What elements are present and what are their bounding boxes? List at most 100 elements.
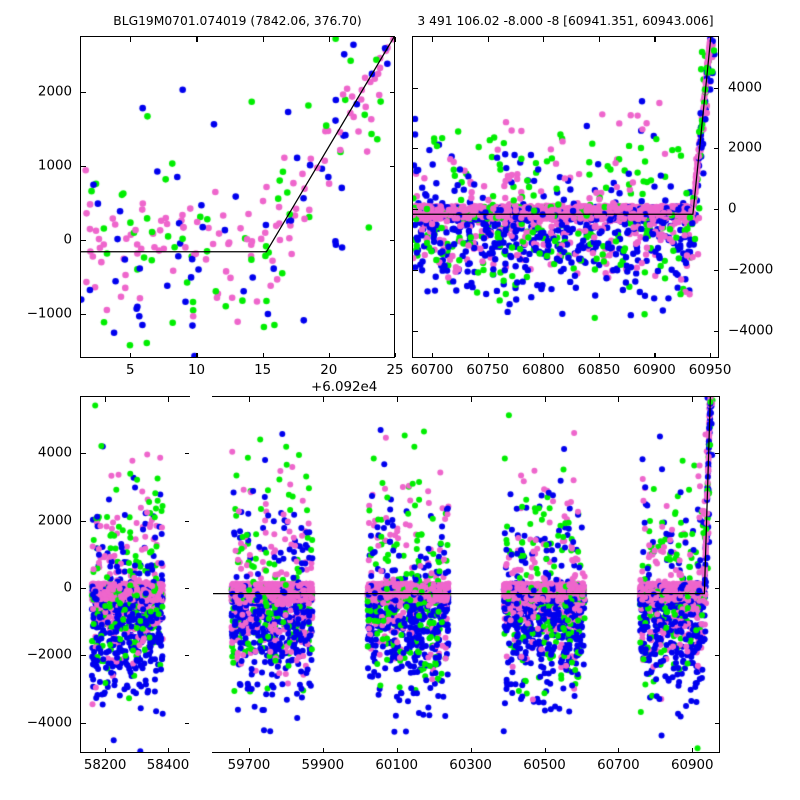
x-tick-mark: [322, 747, 324, 752]
y-tick-mark-right: [714, 520, 719, 522]
x-tick-mark: [598, 352, 600, 357]
y-tick-mark-right: [184, 453, 189, 455]
y-tick-mark: [413, 330, 418, 332]
bottom-segment-2-scatter: [213, 397, 719, 752]
x-tick-label: 59900: [301, 758, 345, 773]
top-right-title: 3 491 106.02 -8.000 -8 [60941.351, 60943…: [417, 14, 714, 28]
y-tick-label: −1000: [26, 305, 72, 321]
bottom-segment-1-plot-area: [81, 397, 189, 752]
y-tick-mark: [81, 453, 86, 455]
x-tick-mark-top: [168, 397, 170, 402]
y-tick-label: −4000: [26, 714, 72, 730]
x-tick-mark: [544, 747, 546, 752]
y-tick-mark: [81, 520, 86, 522]
x-tick-mark-top: [130, 37, 132, 42]
x-tick-mark-top: [328, 37, 330, 42]
y-tick-label: 2000: [37, 83, 72, 99]
x-tick-mark: [470, 747, 472, 752]
y-tick-label: 0: [63, 231, 72, 247]
x-tick-mark-top: [395, 37, 397, 42]
model-curve: [213, 397, 711, 595]
y-tick-mark: [413, 269, 418, 271]
y-tick-mark: [81, 239, 86, 241]
x-tick-mark-top: [598, 37, 600, 42]
x-tick-mark: [328, 352, 330, 357]
x-tick-mark-top: [196, 37, 198, 42]
y-tick-mark-right: [713, 87, 718, 89]
y-tick-label: 2000: [37, 512, 72, 528]
x-tick-label: 15: [254, 363, 272, 378]
x-tick-label: 60300: [449, 758, 492, 773]
y-tick-label: 0: [728, 201, 737, 217]
x-tick-label: 60500: [523, 758, 566, 773]
x-tick-mark: [396, 747, 398, 752]
y-tick-mark-right: [713, 330, 718, 332]
x-tick-label: 60700: [410, 363, 454, 378]
model-curve: [81, 37, 394, 253]
x-tick-mark: [618, 747, 620, 752]
y-tick-mark-right: [713, 269, 718, 271]
y-tick-mark-right: [714, 587, 719, 590]
y-tick-mark: [413, 148, 418, 150]
x-tick-mark: [168, 747, 170, 752]
y-tick-mark-right: [714, 722, 719, 724]
x-tick-label: 20: [320, 363, 338, 378]
top-right-model-line: [413, 37, 712, 215]
x-tick-mark: [543, 352, 545, 357]
top-left-title: BLG19M0701.074019 (7842.06, 376.70): [113, 14, 362, 28]
x-tick-label: 25: [386, 363, 404, 378]
y-tick-mark-right: [389, 91, 394, 93]
y-tick-mark-right: [714, 655, 719, 657]
x-tick-mark: [395, 352, 397, 357]
x-tick-label: 59700: [227, 758, 271, 773]
y-tick-label: 2000: [728, 140, 763, 156]
x-tick-mark: [692, 747, 694, 752]
x-tick-mark-top: [248, 397, 251, 402]
x-tick-label: 60100: [375, 758, 419, 773]
x-tick-mark-top: [322, 397, 324, 402]
y-tick-mark-right: [184, 722, 189, 724]
y-tick-mark: [81, 722, 86, 724]
x-tick-mark-top: [470, 397, 472, 402]
x-tick-mark-top: [692, 397, 694, 402]
x-tick-mark: [248, 747, 251, 752]
x-tick-mark-top: [543, 37, 545, 42]
x-tick-mark: [654, 352, 656, 357]
y-tick-mark: [81, 587, 86, 590]
x-tick-label: 60800: [521, 363, 565, 378]
x-tick-mark: [196, 352, 198, 357]
x-tick-label: 60900: [670, 758, 714, 773]
x-tick-mark-top: [105, 397, 107, 402]
y-tick-label: 4000: [728, 79, 763, 95]
x-tick-mark-top: [710, 37, 712, 42]
top-left-plot-area: [81, 37, 394, 357]
x-tick-label: 58400: [146, 758, 190, 773]
x-tick-label: 58200: [83, 758, 127, 773]
x-tick-mark: [130, 352, 132, 357]
x-tick-mark-top: [432, 37, 434, 42]
x-tick-mark-top: [487, 37, 489, 42]
x-tick-mark: [710, 352, 712, 357]
y-tick-label: −2000: [728, 262, 774, 278]
bottom-segment-1-scatter: [81, 397, 189, 752]
x-tick-mark-top: [618, 397, 620, 402]
y-tick-label: 4000: [37, 445, 72, 461]
y-tick-mark: [81, 655, 86, 657]
top-left-scatter: [81, 37, 394, 357]
x-tick-label: 60750: [466, 363, 509, 378]
x-tick-label: 10: [187, 363, 205, 378]
x-tick-mark: [105, 747, 107, 752]
x-tick-label: 60950: [688, 363, 732, 378]
x-tick-mark: [432, 352, 434, 357]
top-right-scatter: [413, 37, 718, 357]
y-tick-mark-right: [713, 148, 718, 150]
y-tick-label: 1000: [37, 157, 72, 173]
y-tick-mark-right: [184, 655, 189, 657]
y-tick-mark: [81, 91, 86, 93]
y-tick-label: −4000: [728, 322, 774, 338]
x-tick-label: 5: [126, 363, 135, 378]
y-tick-mark-right: [389, 313, 394, 315]
model-curve: [413, 37, 712, 215]
top-right-plot-area: [413, 37, 718, 357]
